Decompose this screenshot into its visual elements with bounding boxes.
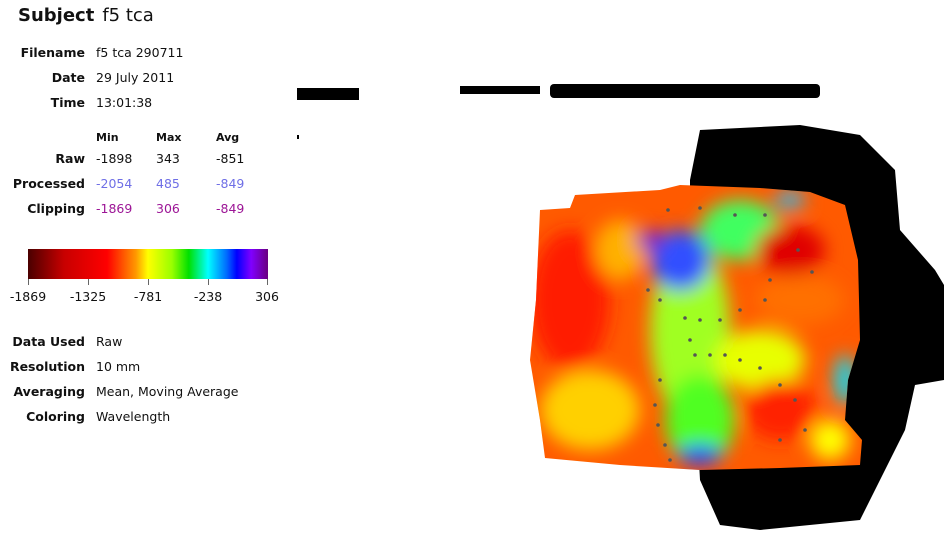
sensor-dot	[778, 383, 782, 387]
raw-label: Raw	[55, 151, 85, 166]
sensor-dot	[718, 318, 722, 322]
sensor-dots	[646, 206, 814, 462]
sensor-dot	[763, 298, 767, 302]
clipping-max: 306	[156, 201, 180, 216]
filename-value: f5 tca 290711	[96, 45, 184, 60]
sensor-dot	[656, 423, 660, 427]
sensor-dot	[683, 316, 687, 320]
sensor-dot	[763, 213, 767, 217]
clipping-min: -1869	[96, 201, 133, 216]
colorbar-tick	[267, 279, 268, 285]
clipping-avg: -849	[216, 201, 245, 216]
processed-max: 485	[156, 176, 180, 191]
sensor-dot	[810, 270, 814, 274]
resolution-value: 10 mm	[96, 359, 141, 374]
sensor-dot	[738, 358, 742, 362]
colorbar-tick-label: -1869	[9, 289, 47, 304]
sensor-dot	[768, 278, 772, 282]
colorbar-tick	[208, 279, 209, 285]
sensor-dot	[698, 206, 702, 210]
heatmap-surface	[530, 185, 862, 470]
sensor-dot	[793, 398, 797, 402]
colorbar-tick-label: -238	[193, 289, 223, 304]
sensor-dot	[778, 438, 782, 442]
sensor-dot	[693, 353, 697, 357]
colorbar-tick-label: -1325	[69, 289, 107, 304]
sensor-dot	[803, 428, 807, 432]
processed-min: -2054	[96, 176, 133, 191]
colorbar-tick	[88, 279, 89, 285]
clipping-label: Clipping	[27, 201, 85, 216]
processed-avg: -849	[216, 176, 245, 191]
processed-label: Processed	[12, 176, 85, 191]
color-scale-bar	[28, 249, 268, 279]
sensor-dot	[758, 366, 762, 370]
subject-title: Subject f5 tca	[18, 5, 154, 26]
coloring-label: Coloring	[26, 409, 85, 424]
sensor-dot	[733, 213, 737, 217]
filename-label: Filename	[20, 45, 85, 60]
colorbar-tick	[148, 279, 149, 285]
sensor-dot	[723, 353, 727, 357]
date-value: 29 July 2011	[96, 70, 175, 85]
stats-header-min: Min	[96, 131, 119, 144]
raw-avg: -851	[216, 151, 245, 166]
averaging-label: Averaging	[13, 384, 85, 399]
date-label: Date	[51, 70, 85, 85]
stats-header-avg: Avg	[216, 131, 240, 144]
sensor-dot	[668, 458, 672, 462]
raw-max: 343	[156, 151, 180, 166]
colorbar-tick-label: 306	[255, 289, 279, 304]
sensor-dot	[646, 288, 650, 292]
sensor-dot	[688, 338, 692, 342]
sensor-dot	[698, 318, 702, 322]
colorbar-tick	[28, 279, 29, 285]
coloring-value: Wavelength	[96, 409, 171, 424]
raw-min: -1898	[96, 151, 133, 166]
sensor-dot	[658, 298, 662, 302]
subject-label: Subject	[18, 5, 95, 26]
sensor-dot	[653, 403, 657, 407]
data-used-label: Data Used	[12, 334, 85, 349]
sensor-dot	[663, 443, 667, 447]
sensor-dot	[658, 378, 662, 382]
sensor-dot	[738, 308, 742, 312]
colorbar-tick-label: -781	[133, 289, 163, 304]
averaging-value: Mean, Moving Average	[96, 384, 239, 399]
time-label: Time	[50, 95, 85, 110]
stats-header-max: Max	[156, 131, 182, 144]
data-used-value: Raw	[96, 334, 123, 349]
subject-value: f5 tca	[102, 5, 154, 26]
sensor-dot	[708, 353, 712, 357]
sensor-dot	[796, 248, 800, 252]
time-value: 13:01:38	[96, 95, 153, 110]
resolution-label: Resolution	[9, 359, 85, 374]
sensor-dot	[666, 208, 670, 212]
